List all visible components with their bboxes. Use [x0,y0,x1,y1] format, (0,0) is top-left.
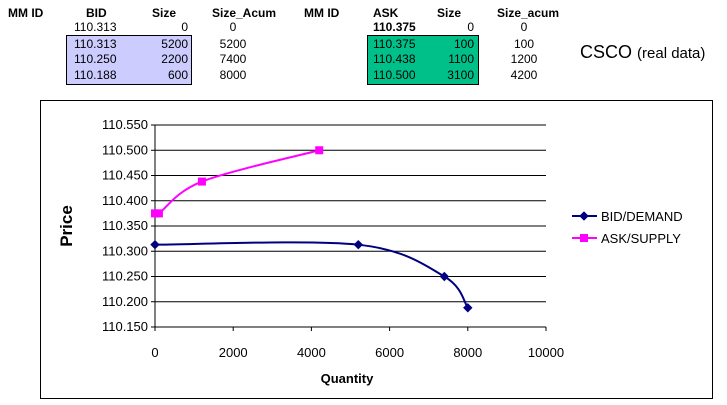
bid-top-price: 110.313 [74,20,117,34]
ticker-note: (real data) [637,45,706,62]
y-tick-label: 110.550 [102,117,148,132]
data-point-bid-demand [150,239,160,250]
ask-row-size: 100 [453,37,474,51]
x-tick-label: 4000 [297,345,326,360]
data-point-bid-demand [463,303,473,313]
ask-row-price: 110.500 [373,68,416,82]
y-tick-label: 110.450 [102,168,148,183]
ask-row-acum: 4200 [510,68,538,82]
bid-row-acum: 8000 [219,68,247,82]
y-tick-label: 110.400 [102,193,148,208]
legend-marker-bid-demand [579,211,589,221]
bid-top-acum: 0 [229,20,237,34]
ask-top-acum: 0 [520,20,528,34]
bid-row-size: 2200 [161,52,188,66]
ask-size-acum-header: Size_acum [497,6,560,20]
x-tick-label: 10000 [528,345,564,360]
data-point-bid-demand [353,239,364,250]
y-tick-label: 110.150 [102,319,148,334]
x-tick-label: 0 [151,345,158,360]
ask-row-price: 110.438 [373,52,416,66]
ask-header: ASK [373,6,399,20]
y-tick-label: 110.350 [102,218,148,233]
bid-row-size: 600 [167,68,188,82]
chart-frame [40,100,713,399]
legend-marker-ask-supply [580,234,588,242]
bid-size-acum-header: Size_Acum [212,6,277,20]
series-line-bid-demand [154,241,469,309]
data-point-ask-supply [154,209,163,218]
bid-row-price: 110.188 [74,68,117,82]
ticker-label: CSCO (real data) [580,42,705,64]
bid-row-acum: 7400 [219,52,247,66]
y-tick-label: 110.250 [102,269,148,284]
y-tick-label: 110.300 [102,243,148,258]
bid-row-acum: 5200 [219,37,247,51]
x-tick-label: 6000 [375,345,404,360]
data-point-ask-supply [197,177,206,186]
ask-row-price: 110.375 [373,37,416,51]
bid-header: BID [86,6,107,20]
ask-table-box [367,35,479,85]
ask-mmid-header: MM ID [304,6,340,20]
y-axis-title: Price [57,205,76,247]
ask-row-acum: 1200 [510,52,538,66]
data-point-ask-supply [315,146,324,155]
legend-label-ask-supply: ASK/SUPPLY [601,231,681,246]
x-tick-label: 2000 [219,345,248,360]
bid-table-box [66,35,192,85]
ask-row-acum: 100 [513,37,535,51]
bid-row-size: 5200 [161,37,188,51]
bid-mmid-header: MM ID [8,6,44,20]
ask-top-size: 0 [467,20,474,34]
bid-row-price: 110.250 [74,52,117,66]
x-axis-title: Quantity [321,371,374,386]
ask-row-size: 1100 [448,52,474,66]
ticker-symbol: CSCO [580,42,633,62]
ask-row-size: 3100 [447,68,474,82]
data-point-bid-demand [439,271,450,282]
bid-size-header: Size [152,6,177,20]
ask-size-header: Size [437,6,462,20]
ask-top-price: 110.375 [373,20,416,34]
y-tick-label: 110.200 [102,294,148,309]
bid-top-size: 0 [181,20,188,34]
bid-row-price: 110.313 [74,37,117,51]
x-tick-label: 8000 [453,345,482,360]
y-tick-label: 110.500 [102,142,148,157]
legend-label-bid-demand: BID/DEMAND [601,209,683,224]
